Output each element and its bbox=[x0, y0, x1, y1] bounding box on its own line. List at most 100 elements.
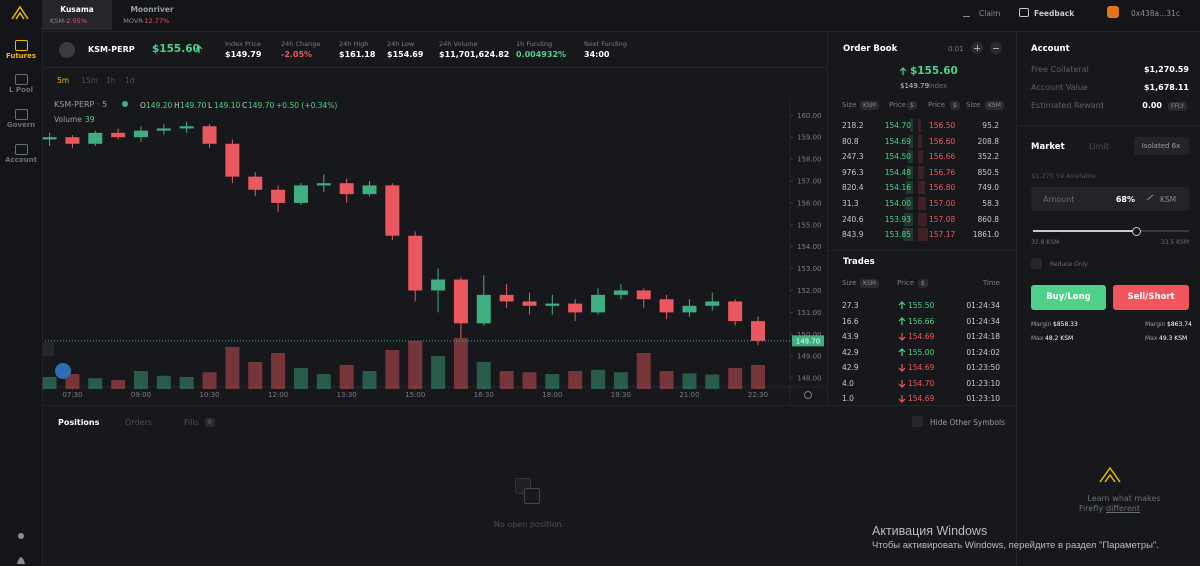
volume-bar bbox=[42, 377, 57, 389]
column-header: Size bbox=[842, 101, 857, 109]
tab-name[interactable]: Kusama bbox=[60, 5, 94, 14]
positions-tab[interactable]: Fills bbox=[184, 418, 199, 427]
ohlc-value: 149.70 bbox=[248, 101, 275, 110]
interval-button[interactable]: 5m bbox=[57, 76, 70, 85]
positions-tab[interactable]: Orders bbox=[125, 418, 152, 427]
volume-bar bbox=[545, 374, 560, 389]
volume-bar bbox=[728, 368, 743, 389]
up-arrow bbox=[898, 347, 906, 356]
candle-body bbox=[591, 294, 606, 313]
stat-value: -2.05% bbox=[281, 50, 313, 59]
plus-glyph bbox=[976, 45, 978, 51]
interval-button[interactable]: 1d bbox=[125, 76, 135, 85]
candle-body bbox=[248, 176, 263, 190]
volume-bar bbox=[293, 368, 308, 389]
up-arrow bbox=[195, 45, 203, 53]
buy-button[interactable]: Buy/Long bbox=[1031, 285, 1106, 310]
x-tick-label: 12:00 bbox=[268, 391, 288, 399]
stat-label: 1h Funding bbox=[516, 40, 553, 48]
x-tick-label: 15:00 bbox=[405, 391, 425, 399]
feedback-button[interactable]: Feedback bbox=[1034, 9, 1075, 18]
nav-icon bbox=[15, 109, 28, 120]
interval-button[interactable]: 1h bbox=[106, 76, 116, 85]
volume-bar bbox=[362, 371, 377, 389]
margin-label: Margin bbox=[1145, 321, 1166, 328]
utility-icons bbox=[17, 533, 25, 564]
candle-body bbox=[111, 132, 126, 138]
volume-bar bbox=[408, 341, 423, 389]
order-type-tab[interactable]: Market bbox=[1031, 142, 1065, 152]
y-tick-label: 148.00 bbox=[797, 375, 822, 383]
column-unit: KSM bbox=[985, 101, 1004, 110]
wallet-address[interactable]: 0x438a...31c bbox=[1131, 9, 1180, 18]
volume-bar bbox=[591, 369, 606, 389]
bid-price: 154.50 bbox=[884, 152, 911, 162]
account-panel bbox=[1016, 31, 1200, 566]
sell-button[interactable]: Sell/Short bbox=[1113, 285, 1189, 310]
ask-price: 156.80 bbox=[929, 183, 956, 193]
volume-bar bbox=[179, 377, 194, 389]
trade-size: 4.0 bbox=[842, 378, 854, 388]
logo bbox=[11, 5, 29, 20]
account-value: $1,270.59 bbox=[1143, 65, 1189, 74]
candle-body bbox=[202, 126, 217, 144]
y-tick-label: 153.00 bbox=[797, 265, 822, 273]
nav-label[interactable]: L Pool bbox=[8, 86, 34, 94]
volume-bar bbox=[133, 371, 148, 389]
reduce-checkbox[interactable] bbox=[1031, 258, 1042, 269]
slider-knob[interactable] bbox=[1132, 227, 1141, 236]
account-label: Free Collateral bbox=[1031, 65, 1089, 74]
amount-box[interactable] bbox=[1031, 187, 1189, 211]
bid-size: 820.4 bbox=[842, 183, 864, 193]
ask-depth bbox=[918, 228, 928, 242]
interval-button[interactable]: 15m bbox=[81, 76, 98, 85]
x-tick-label: 21:00 bbox=[679, 391, 699, 399]
y-tick-label: 152.00 bbox=[797, 287, 822, 295]
bid-depth bbox=[909, 134, 913, 148]
volume-bar bbox=[682, 373, 697, 389]
bid-size: 218.2 bbox=[842, 121, 864, 130]
stat-label: 24h High bbox=[339, 40, 369, 48]
ask-size: 58.3 bbox=[982, 199, 999, 208]
amount-unit: KSM bbox=[1160, 195, 1177, 204]
candle-body bbox=[271, 189, 286, 203]
bid-price: 154.48 bbox=[884, 167, 911, 177]
candle-body bbox=[225, 143, 240, 177]
down-arrow bbox=[898, 379, 906, 388]
learn-link[interactable]: different bbox=[1106, 504, 1140, 513]
volume-bar bbox=[385, 350, 400, 389]
stat-value: 34:00 bbox=[584, 50, 610, 59]
claim-button[interactable]: Claim bbox=[979, 9, 1001, 18]
orderbook-index-price: $149.79 bbox=[900, 82, 929, 90]
orderbook-price: $155.60 bbox=[910, 65, 958, 77]
nav-label[interactable]: Futures bbox=[5, 52, 37, 60]
live-dot bbox=[122, 101, 128, 107]
hide-checkbox[interactable] bbox=[912, 416, 923, 427]
positions-tab[interactable]: Positions bbox=[58, 418, 100, 427]
market-icon bbox=[59, 42, 75, 58]
volume-bar bbox=[613, 372, 628, 389]
candle-body bbox=[133, 130, 148, 138]
bid-price: 153.93 bbox=[884, 214, 911, 224]
volume-value: 39 bbox=[85, 115, 95, 124]
y-tick-label: 157.00 bbox=[797, 178, 822, 186]
trade-size: 16.6 bbox=[842, 316, 859, 326]
candle-body bbox=[88, 132, 103, 144]
ask-depth bbox=[918, 150, 923, 164]
nav-label[interactable]: Account bbox=[5, 156, 37, 164]
candle-body bbox=[339, 183, 354, 195]
bid-depth bbox=[907, 165, 913, 179]
tab-name[interactable]: Moonriver bbox=[130, 5, 174, 14]
leverage-box[interactable] bbox=[1134, 137, 1189, 155]
order-type-tab[interactable]: Limit bbox=[1089, 142, 1109, 151]
candle-body bbox=[476, 294, 491, 324]
volume-bar bbox=[316, 374, 331, 389]
down-arrow bbox=[898, 333, 906, 341]
stat-label: Index Price bbox=[225, 40, 261, 48]
tab-change: -12.77% bbox=[142, 17, 170, 25]
account-value: $1,678.11 bbox=[1143, 83, 1189, 92]
volume-bar bbox=[659, 371, 674, 389]
nav-label[interactable]: Govern bbox=[6, 121, 36, 129]
scroll-handle bbox=[43, 342, 54, 356]
divider bbox=[1016, 125, 1200, 126]
